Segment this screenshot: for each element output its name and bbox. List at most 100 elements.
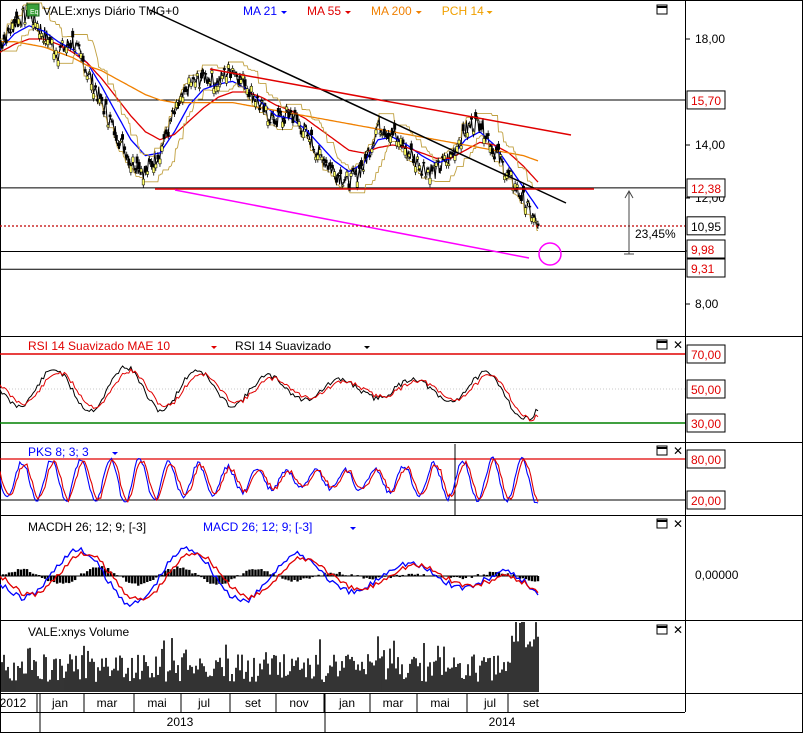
svg-text:15,70: 15,70 xyxy=(691,94,721,108)
rsi-dropdown-a-icon[interactable] xyxy=(211,346,217,349)
svg-text:30,00: 30,00 xyxy=(691,417,721,431)
symbol-title[interactable]: VALE:xnys Diário TMG+0 xyxy=(43,4,179,18)
rsi-panel[interactable]: RSI 14 Suavizado MAE 10 RSI 14 Suavizado… xyxy=(0,338,726,433)
rsi-tag: 70,00 xyxy=(686,344,726,364)
pks-tag: 20,00 xyxy=(686,490,726,510)
pks-d-line xyxy=(0,457,539,503)
legend-dropdown-icon[interactable] xyxy=(415,11,422,14)
pch-upper xyxy=(0,2,539,190)
legend-ma-200[interactable]: MA 200 xyxy=(371,4,412,18)
year-label: 2013 xyxy=(167,715,194,729)
volume-bars xyxy=(0,622,539,692)
price-tag: 12,38 xyxy=(686,178,726,198)
volume-title[interactable]: VALE:xnys Volume xyxy=(28,625,129,639)
svg-text:9,31: 9,31 xyxy=(691,262,715,276)
svg-text:10,95: 10,95 xyxy=(691,220,721,234)
downtrend-line-black xyxy=(149,9,567,204)
legend-dropdown-icon[interactable] xyxy=(281,11,287,14)
macd-dropdown-icon[interactable] xyxy=(350,527,356,530)
price-tags: 15,70 12,38 10,95 9,98 9,31 xyxy=(686,90,726,278)
legend-ma-21[interactable]: MA 21 xyxy=(243,4,277,18)
pks-series xyxy=(0,456,539,504)
month-label: jan xyxy=(51,696,68,710)
maximize-button-rsi[interactable] xyxy=(656,339,668,350)
month-label: nov xyxy=(289,696,308,710)
month-label: 2012 xyxy=(0,696,27,710)
series-vale-xnys xyxy=(0,5,539,230)
rsi-dropdown-b-icon[interactable] xyxy=(364,346,370,349)
pks-tags: 80,00 20,00 xyxy=(686,449,726,510)
rsi-line xyxy=(0,365,539,421)
price-tag: 9,31 xyxy=(686,258,726,278)
price-tag: 10,95 xyxy=(686,216,726,236)
legend-pch-14[interactable]: PCH 14 xyxy=(442,4,484,18)
svg-text:20,00: 20,00 xyxy=(691,494,721,508)
channel-line-magenta xyxy=(174,189,530,259)
macd-zero-tick: 0,00000 xyxy=(695,568,739,582)
macd-title-a[interactable]: MACDH 26; 12; 9; [-3] xyxy=(28,520,146,534)
rsi-title-a[interactable]: RSI 14 Suavizado MAE 10 xyxy=(28,339,170,353)
macd-line xyxy=(0,546,539,608)
indicator-legend: MA 21 MA 55 MA 200 PCH 14 xyxy=(243,4,493,18)
rsi-tag: 50,00 xyxy=(686,379,726,399)
price-tick-label: 14,00 xyxy=(695,138,725,152)
rsi-tag: 30,00 xyxy=(686,413,726,433)
maximize-button-macd[interactable] xyxy=(656,518,668,529)
month-label: set xyxy=(523,696,540,710)
year-label: 2014 xyxy=(489,715,516,729)
close-icon-macd[interactable]: ✕ xyxy=(673,517,683,531)
month-label: mar xyxy=(383,696,404,710)
rsi-tags: 70,00 50,00 30,00 xyxy=(686,344,726,433)
measure-arrow-head-top xyxy=(624,189,634,199)
macd-series xyxy=(0,546,540,608)
measure-label: 23,45% xyxy=(635,227,676,241)
series-ma-55 xyxy=(0,38,539,183)
time-axis: 2012 jan mar mai jul set nov jan mar mai jul set 201… xyxy=(0,694,540,733)
volume-panel[interactable]: VALE:xnys Volume ✕ xyxy=(0,616,683,692)
svg-text:Eq: Eq xyxy=(30,9,39,16)
macd-panel[interactable]: MACDH 26; 12; 9; [-3] MACD 26; 12; 9; [-… xyxy=(0,517,739,608)
macd-signal-line xyxy=(0,550,539,601)
rsi-smoothed-line xyxy=(0,367,539,422)
close-icon-rsi[interactable]: ✕ xyxy=(673,338,683,352)
series-ma-200 xyxy=(0,41,539,162)
target-circle xyxy=(538,242,562,266)
maximize-button-pks[interactable] xyxy=(656,445,668,456)
legend-ma-55[interactable]: MA 55 xyxy=(307,4,341,18)
month-label: jul xyxy=(483,696,496,710)
close-icon-pks[interactable]: ✕ xyxy=(673,444,683,458)
maximize-button-volume[interactable] xyxy=(656,624,668,635)
price-series xyxy=(0,2,540,231)
price-tick-label: 8,00 xyxy=(695,297,719,311)
macd-title-b[interactable]: MACD 26; 12; 9; [-3] xyxy=(203,520,312,534)
pks-tag: 80,00 xyxy=(686,449,726,469)
maximize-button-price[interactable] xyxy=(656,4,668,15)
pks-title[interactable]: PKS 8; 3; 3 xyxy=(28,445,89,459)
month-label: mar xyxy=(97,696,118,710)
price-tick-label: 18,00 xyxy=(695,32,725,46)
svg-text:12,38: 12,38 xyxy=(691,182,721,196)
price-header: Eq VALE:xnys Diário TMG+0 MA 21 MA 55 MA 2… xyxy=(26,3,493,18)
close-icon-volume[interactable]: ✕ xyxy=(673,623,683,637)
pks-panel[interactable]: PKS 8; 3; 3 80,00 20,00 ✕ xyxy=(0,444,726,515)
month-label: set xyxy=(245,696,262,710)
svg-text:80,00: 80,00 xyxy=(691,453,721,467)
pks-k-line xyxy=(0,456,539,504)
price-tag: 15,70 xyxy=(686,90,726,110)
month-label: mai xyxy=(147,696,166,710)
legend-dropdown-icon[interactable] xyxy=(486,11,493,14)
svg-text:9,98: 9,98 xyxy=(691,243,715,257)
month-label: mai xyxy=(430,696,449,710)
svg-text:50,00: 50,00 xyxy=(691,383,721,397)
month-label: jul xyxy=(197,696,210,710)
pks-dropdown-icon[interactable] xyxy=(112,452,118,455)
logo-icon xyxy=(26,3,40,17)
price-tag: 9,98 xyxy=(686,239,726,259)
rsi-title-b[interactable]: RSI 14 Suavizado xyxy=(235,339,331,353)
month-label: jan xyxy=(338,696,355,710)
rsi-series xyxy=(0,365,539,422)
legend-dropdown-icon[interactable] xyxy=(345,11,351,14)
resistance-line-red xyxy=(209,68,572,136)
